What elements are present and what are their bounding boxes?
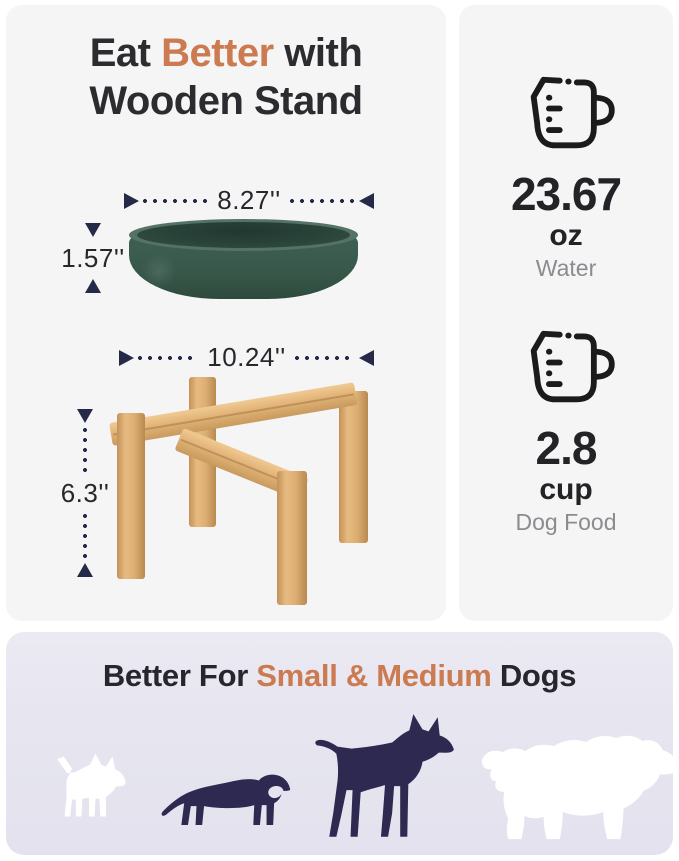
medium-dog-icon [315,714,454,837]
bowl-width-dimension: 8.27'' [124,185,374,216]
arrow-left-icon [359,349,374,366]
dog-size-title-post: Dogs [491,658,577,693]
bowl-height-dimension: 1.57'' [61,223,124,293]
bowl-height-label: 1.57'' [61,242,125,273]
title-text-post: with [273,31,363,75]
dog-size-panel: Better For Small & Medium Dogs [6,632,673,855]
arrow-down-icon [85,223,101,237]
dotted-line [294,355,355,360]
dimensions-panel: Eat Better with Wooden Stand 8.27'' 1.57… [6,5,446,621]
stand-leg-front-right [277,471,307,605]
stand-height-dimension: 6.3'' [56,409,114,577]
title-text-pre: Eat [89,31,162,75]
food-capacity: 2.8 cup Dog Food [459,321,673,536]
dachshund-dog-icon [161,774,291,826]
dotted-line [83,513,87,558]
large-fluffy-dog-icon [481,735,673,840]
dog-size-title-highlight: Small & Medium [256,658,492,693]
arrow-right-icon [124,192,139,209]
food-capacity-unit: cup [539,472,593,506]
stand-leg-front-left [117,413,145,579]
water-capacity: 23.67 oz Water [459,67,673,282]
main-title: Eat Better with Wooden Stand [6,29,446,125]
stand-cross-rail [109,382,358,446]
stand-width-label: 10.24'' [207,342,286,372]
water-capacity-unit: oz [549,218,583,252]
food-capacity-label: Dog Food [515,509,617,536]
bowl-rim [129,219,358,251]
food-capacity-value: 2.8 [535,422,598,474]
bowl-highlight [141,253,177,289]
dotted-line [138,355,199,360]
capacity-panel: 23.67 oz Water 2.8 cup Dog Food [459,5,673,621]
measuring-cup-icon [530,76,615,149]
main-title-line-2: Wooden Stand [89,79,363,123]
arrow-up-icon [77,563,93,577]
water-capacity-value: 23.67 [510,168,622,220]
dotted-line [143,198,209,203]
dotted-line [289,198,355,203]
measuring-cup-icon [530,330,615,403]
dotted-line [83,428,87,473]
green-ceramic-bowl [129,219,358,301]
title-text-highlight: Better [161,31,274,75]
arrow-left-icon [359,192,374,209]
bowl-cavity [137,222,350,248]
arrow-right-icon [119,349,134,366]
wooden-stand [101,375,379,609]
dog-size-title-pre: Better For [102,658,257,693]
stand-width-dimension: 10.24'' [119,342,374,373]
stand-leg-back-right [339,391,368,543]
stand-height-label: 6.3'' [60,477,110,508]
tiny-dog-icon [57,753,126,817]
arrow-down-icon [77,409,93,423]
arrow-up-icon [85,279,101,293]
bowl-width-label: 8.27'' [217,185,281,215]
main-title-line-1: Eat Better with [6,29,446,77]
water-capacity-label: Water [535,255,597,282]
dog-size-title: Better For Small & Medium Dogs [6,658,673,694]
